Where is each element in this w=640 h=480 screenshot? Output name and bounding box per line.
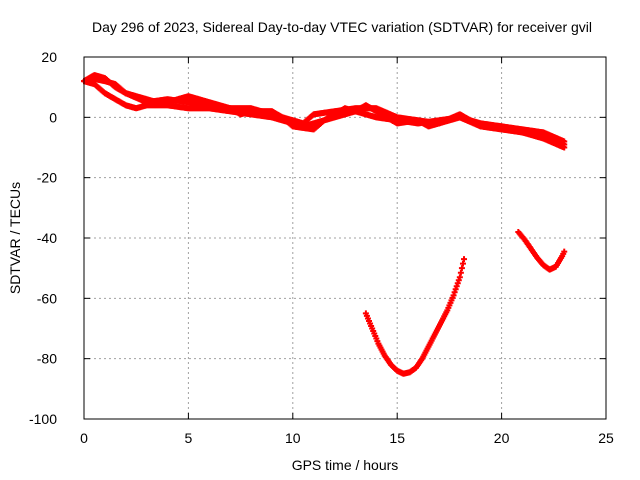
- y-tick-label: -20: [37, 170, 57, 186]
- series-main-band-c: [87, 75, 568, 151]
- data-point: [561, 248, 568, 255]
- data-point: [461, 256, 468, 263]
- series-main-band-b: [81, 72, 568, 148]
- data-point: [453, 283, 460, 290]
- x-axis-title: GPS time / hours: [292, 457, 399, 473]
- axis-ticks: 0 5 10 15 20 25 -100 -80 -60 -40 -20 0 20: [29, 49, 614, 446]
- data-point: [455, 277, 462, 284]
- data-point: [452, 286, 459, 293]
- data-point: [450, 292, 457, 299]
- series-dip-2: [515, 228, 568, 273]
- y-tick-label: -40: [37, 230, 57, 246]
- x-tick-label: 0: [80, 430, 88, 446]
- data-series: [81, 72, 568, 377]
- y-tick-label: -80: [37, 351, 57, 367]
- y-axis-title: SDTVAR / TECUs: [7, 182, 23, 294]
- y-tick-label: -60: [37, 290, 57, 306]
- data-point: [454, 280, 461, 287]
- x-tick-label: 20: [494, 430, 510, 446]
- data-point: [459, 260, 466, 267]
- chart-title: Day 296 of 2023, Sidereal Day-to-day VTE…: [92, 19, 592, 35]
- x-tick-label: 15: [389, 430, 405, 446]
- x-tick-label: 5: [185, 430, 193, 446]
- data-point: [456, 274, 463, 281]
- data-point: [457, 269, 464, 276]
- y-tick-label: 20: [41, 49, 57, 65]
- y-tick-label: -100: [29, 411, 57, 427]
- data-point: [561, 144, 568, 151]
- data-point: [451, 289, 458, 296]
- y-tick-label: 0: [49, 109, 57, 125]
- data-point: [458, 265, 465, 272]
- series-dip-1: [362, 256, 468, 377]
- x-tick-label: 25: [598, 430, 614, 446]
- x-tick-label: 10: [285, 430, 301, 446]
